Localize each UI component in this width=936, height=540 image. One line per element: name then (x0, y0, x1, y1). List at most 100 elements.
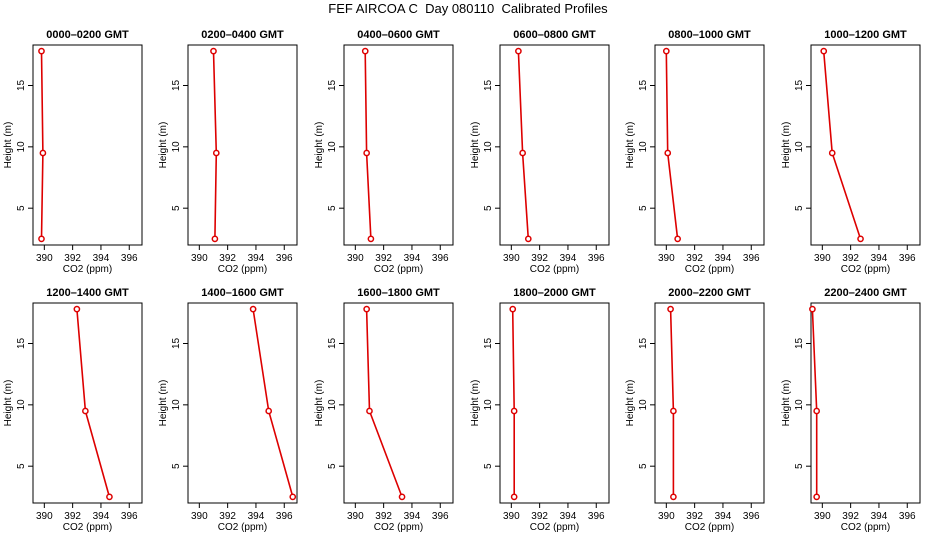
data-point (674, 235, 681, 243)
x-tick-label: 392 (686, 253, 703, 264)
y-tick-label: 10 (638, 399, 649, 411)
y-tick-label: 10 (483, 399, 494, 411)
x-axis-label: CO2 (ppm) (685, 522, 734, 533)
y-tick-label: 5 (794, 205, 805, 211)
x-tick-label: 394 (871, 253, 888, 264)
y-axis-label: Height (m) (314, 122, 325, 169)
data-point (361, 47, 369, 55)
profile-panel: 0400–0600 GMT 390 392 394 396 5 10 15 CO2 (ppm) H… (314, 29, 454, 275)
x-tick-label: 392 (842, 511, 859, 522)
profile-panel: 1600–1800 GMT 390 392 394 396 5 10 15 CO2 (ppm) H… (314, 287, 454, 533)
plot-frame (810, 302, 921, 504)
profile-line (212, 51, 218, 239)
data-point (38, 47, 45, 55)
x-tick-label: 396 (899, 511, 916, 522)
x-tick-label: 394 (871, 511, 888, 522)
profile-panel: 0600–0800 GMT 390 392 394 396 5 10 15 CO2 (ppm) H… (470, 29, 610, 275)
y-tick-label: 5 (327, 205, 338, 211)
data-point (510, 407, 518, 415)
x-tick-label: 392 (219, 511, 236, 522)
x-axis-label: CO2 (ppm) (63, 264, 112, 275)
data-point (73, 305, 81, 313)
x-tick-label: 392 (64, 253, 81, 264)
x-tick-label: 390 (36, 511, 53, 522)
x-tick-label: 392 (64, 511, 81, 522)
data-point (515, 47, 522, 55)
plot-frame (810, 44, 921, 246)
x-axis-label: CO2 (ppm) (841, 264, 890, 275)
data-point (366, 407, 373, 415)
data-point (828, 149, 836, 157)
y-tick-label: 10 (794, 141, 805, 153)
y-tick-label: 10 (171, 399, 182, 411)
data-point (667, 305, 674, 313)
profile-panel: 0000–0200 GMT 390 392 394 396 5 10 15 CO2 (ppm) H… (3, 29, 143, 275)
panel-title: 0400–0600 GMT (357, 29, 440, 41)
y-tick-label: 5 (171, 463, 182, 469)
data-point (670, 493, 677, 501)
x-tick-label: 394 (404, 253, 421, 264)
y-tick-label: 10 (794, 399, 805, 411)
profile-line (822, 51, 862, 240)
x-tick-label: 394 (715, 511, 732, 522)
data-point (519, 149, 526, 157)
panel-title: 1400–1600 GMT (201, 287, 284, 299)
panel-title: 1800–2000 GMT (513, 287, 596, 299)
plot-frame (187, 44, 298, 246)
x-tick-label: 390 (347, 511, 364, 522)
profile-line (811, 309, 818, 497)
x-tick-label: 392 (219, 253, 236, 264)
data-point (211, 235, 219, 243)
plot-frame (499, 302, 610, 504)
plot-frame (343, 44, 454, 246)
data-point (398, 493, 406, 501)
page-title: FEF AIRCOA C Day 080110 Calibrated Profi… (328, 1, 608, 16)
x-axis-label: CO2 (ppm) (218, 264, 267, 275)
y-tick-label: 15 (794, 337, 805, 349)
x-tick-label: 394 (93, 253, 110, 264)
y-tick-label: 15 (327, 79, 338, 91)
x-tick-label: 390 (191, 511, 208, 522)
profile-line (252, 308, 294, 498)
x-tick-label: 394 (248, 511, 265, 522)
plot-frame (499, 44, 610, 246)
y-tick-label: 10 (638, 141, 649, 153)
x-tick-label: 390 (503, 253, 520, 264)
plot-frame (32, 44, 143, 246)
data-point (210, 47, 217, 55)
x-tick-label: 396 (588, 511, 605, 522)
x-tick-label: 392 (531, 253, 548, 264)
y-axis-label: Height (m) (625, 122, 636, 169)
panel-title: 0600–0800 GMT (513, 29, 596, 41)
profile-panel: 2000–2200 GMT 390 392 394 396 5 10 15 CO2 (ppm) H… (625, 287, 765, 533)
profile-panel: 1200–1400 GMT 390 392 394 396 5 10 15 CO2 (ppm) H… (3, 287, 143, 533)
x-tick-label: 396 (121, 253, 138, 264)
plot-frame (654, 302, 765, 504)
y-tick-label: 15 (638, 337, 649, 349)
data-point (670, 407, 677, 415)
y-tick-label: 15 (171, 79, 182, 91)
x-axis-label: CO2 (ppm) (218, 522, 267, 533)
x-tick-label: 394 (715, 253, 732, 264)
x-tick-label: 396 (743, 511, 760, 522)
x-tick-label: 392 (686, 511, 703, 522)
data-point (265, 407, 273, 415)
y-axis-label: Height (m) (158, 122, 169, 169)
y-axis-label: Height (m) (314, 380, 325, 427)
y-tick-label: 5 (794, 463, 805, 469)
profile-panel: 1000–1200 GMT 390 392 394 396 5 10 15 CO2 (ppm) H… (781, 29, 921, 275)
panel-title: 2000–2200 GMT (668, 287, 751, 299)
y-tick-label: 10 (327, 141, 338, 153)
profile-line (364, 51, 372, 239)
profile-panel: 0800–1000 GMT 390 392 394 396 5 10 15 CO2 (ppm) H… (625, 29, 765, 275)
plot-frame (32, 302, 143, 504)
y-tick-label: 15 (638, 79, 649, 91)
panel-title: 1200–1400 GMT (46, 287, 129, 299)
y-tick-label: 5 (16, 463, 27, 469)
x-tick-label: 394 (560, 511, 577, 522)
x-tick-label: 390 (658, 511, 675, 522)
x-tick-label: 396 (276, 253, 293, 264)
x-axis-label: CO2 (ppm) (685, 264, 734, 275)
data-point (106, 493, 113, 501)
